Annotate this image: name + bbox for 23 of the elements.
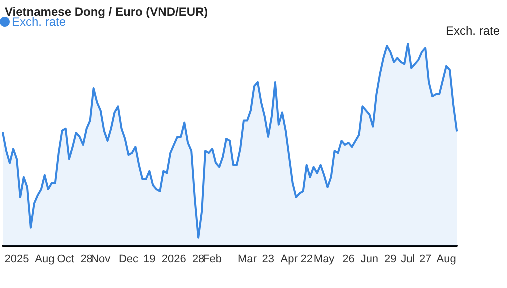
- x-tick-label: Aug: [35, 254, 55, 266]
- x-tick-label: Apr: [280, 254, 298, 266]
- x-tick-label: May: [314, 254, 336, 266]
- x-tick-label: 29: [384, 254, 397, 266]
- legend-label: Exch. rate: [12, 15, 66, 29]
- x-tick-label: Jul: [401, 254, 416, 266]
- x-tick-label: 2025: [4, 254, 30, 266]
- x-tick-label: Nov: [91, 254, 112, 266]
- x-tick-label: 27: [419, 254, 432, 266]
- x-tick-label: Feb: [203, 254, 222, 266]
- x-tick-label: 28: [80, 254, 93, 266]
- x-tick-label: 23: [262, 254, 275, 266]
- x-tick-label: 22: [300, 254, 313, 266]
- x-tick-label: 2026: [162, 254, 186, 266]
- x-tick-label: Aug: [436, 254, 456, 266]
- x-tick-label: Mar: [238, 254, 258, 266]
- x-tick-label: Jun: [360, 254, 379, 266]
- y-axis-title: Exch. rate: [446, 24, 500, 38]
- x-tick-label: Dec: [118, 254, 140, 266]
- x-tick-label: 28: [192, 254, 205, 266]
- x-tick-label: 26: [342, 254, 355, 266]
- x-tick-label: Oct: [57, 254, 74, 266]
- x-tick-label: 19: [144, 254, 156, 266]
